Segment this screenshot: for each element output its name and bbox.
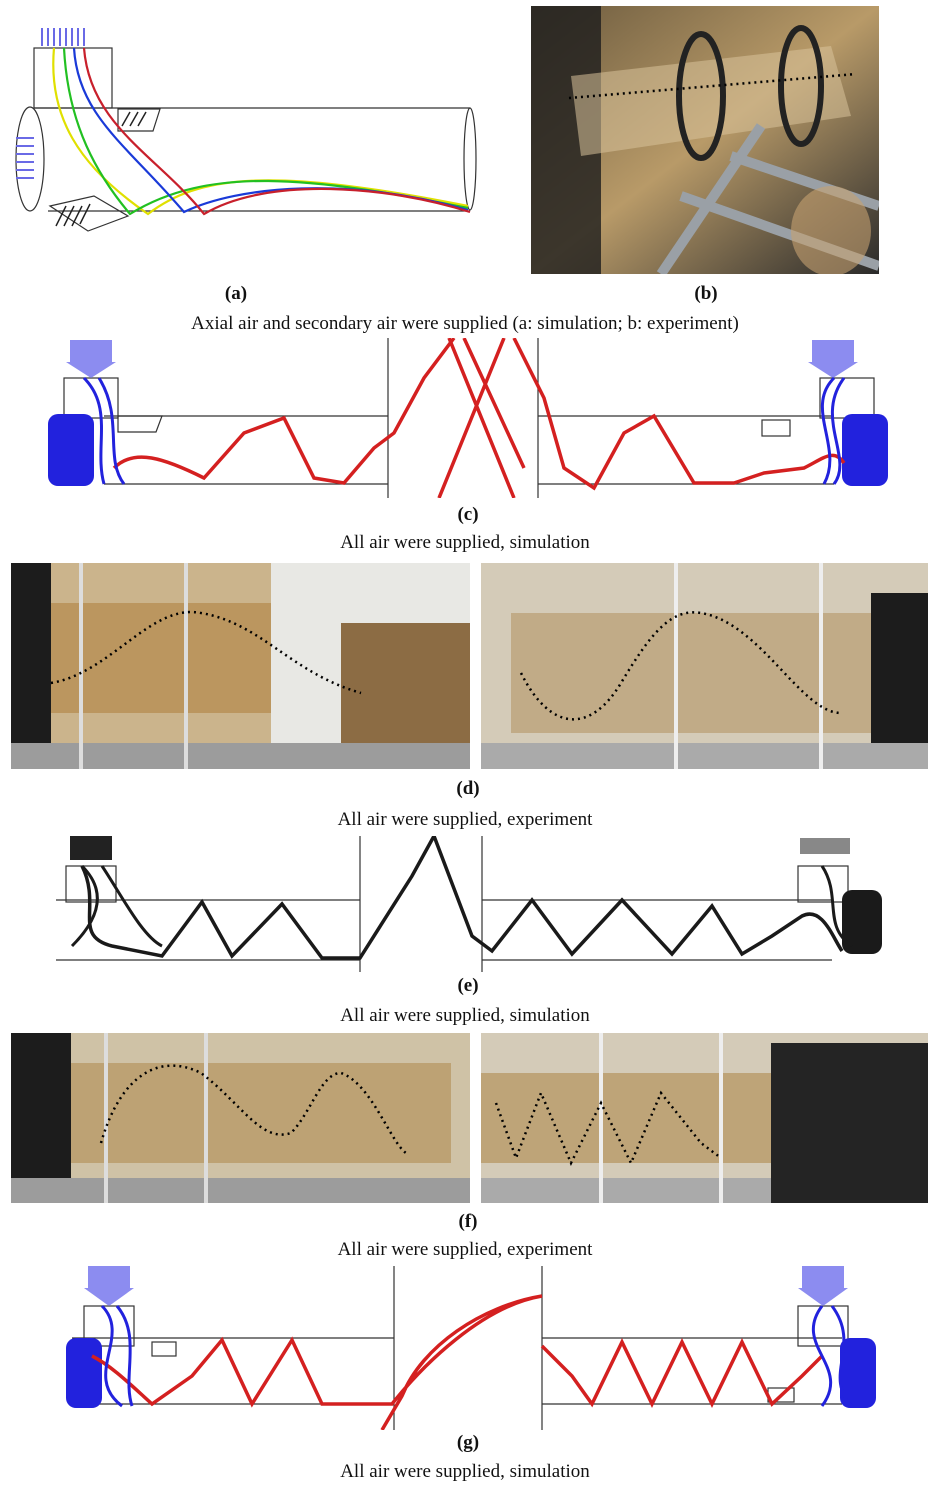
glass-tube [571,25,851,161]
streamline-blue [72,47,469,214]
inlet-e-right [800,838,850,854]
streamlines-c-blue [82,376,846,485]
inlet-e-left [70,836,112,860]
trajectory-c-right [512,338,846,491]
tube-outline [15,47,477,232]
trajectory-e-left [80,836,436,960]
panel-c-drawing [48,338,888,498]
label-a: (a) [224,283,248,304]
panel-f-right-drawing [481,1033,928,1203]
trajectory-e-right [432,836,844,957]
label-b: (b) [694,283,718,304]
axial-inlet-g-right [840,1338,876,1408]
label-f: (f) [458,1211,478,1232]
panel-f-left-drawing [11,1033,470,1203]
trajectory-g-right [540,1337,824,1409]
streamlines-e-left [70,864,853,948]
axial-inlet-arrows [16,137,34,179]
caption-d: All air were supplied, experiment [337,809,593,830]
trajectory-dotted [568,72,857,100]
axial-inlet-c-left [48,414,94,486]
secondary-inlet-hatch [55,111,147,227]
panel-g-simulation [62,1266,880,1430]
trajectory-c-left [112,338,456,485]
panel-e-drawing [56,836,882,972]
panel-d-photo-left [11,563,470,769]
panel-a-simulation [8,26,478,256]
streamline-red [82,47,471,216]
panel-e-simulation [52,836,886,972]
caption-g: All air were supplied, simulation [340,1461,590,1482]
caption-f: All air were supplied, experiment [337,1239,593,1260]
lower-tube [791,186,871,274]
axial-inlet-c-right [842,414,888,486]
label-d: (d) [456,778,480,799]
trajectory-d-left [50,610,362,695]
inlet-arrows-g-left [84,1266,134,1306]
axial-inlet-g-left [66,1338,102,1408]
panel-d-left-drawing [11,563,470,769]
tube-outline-e [56,836,849,972]
label-e: (e) [457,975,479,996]
panel-b-photo [531,6,879,274]
trajectory-f-left [99,1064,407,1155]
label-g: (g) [456,1432,480,1453]
panel-f-photo-right [481,1033,928,1203]
panel-d-photo-right [481,563,928,769]
label-c: (c) [457,504,479,525]
tube-outline-g [72,1266,849,1430]
tube-outline-c [63,338,875,498]
caption-e: All air were supplied, simulation [340,1005,590,1026]
panel-f-photo-left [11,1033,470,1203]
panel-b-drawing [531,6,879,274]
panel-a-drawing [15,28,477,232]
streamlines [52,47,471,216]
streamline-yellow [52,47,469,216]
panel-g-drawing [66,1266,876,1430]
inlet-arrows-c-left [66,340,116,378]
inlet-arrows-g-right [798,1266,848,1306]
inlet-arrows-top [41,28,85,46]
axial-inlet-e-right [842,890,882,954]
streamlines-g-blue [100,1304,854,1408]
inlet-arrows-c-right [808,340,858,378]
trajectory-c-cross [437,338,526,498]
panel-d-right-drawing [481,563,928,769]
panel-c-simulation [44,338,892,498]
trajectory-f-right [494,1089,722,1166]
streamline-green [62,47,469,216]
trajectory-g-left [91,1294,543,1430]
caption-c: All air were supplied, simulation [340,532,590,553]
caption-row1: Axial air and secondary air were supplie… [191,313,739,334]
